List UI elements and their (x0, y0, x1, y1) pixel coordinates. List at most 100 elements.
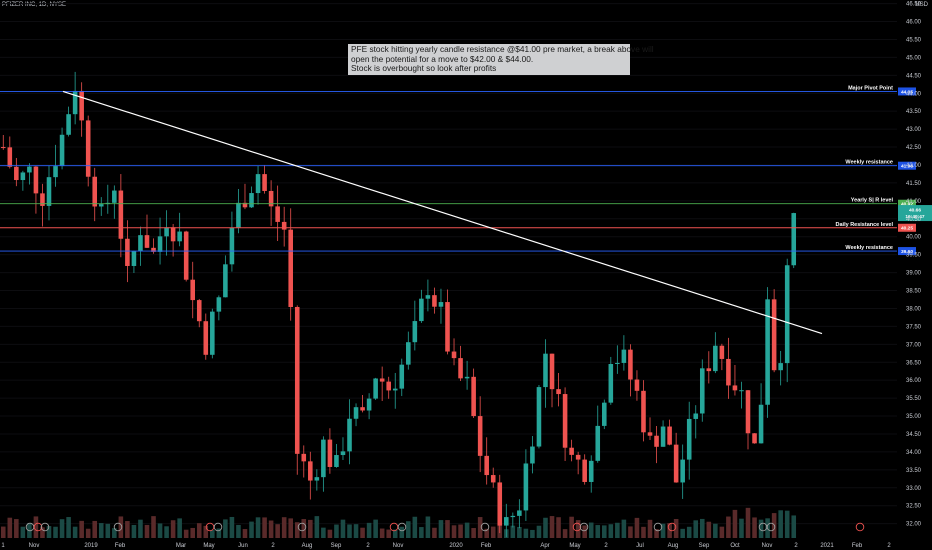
volume-bar (517, 526, 522, 538)
candle-body (628, 349, 633, 380)
volume-bar (406, 521, 411, 538)
x-tick-label: Nov (29, 543, 40, 549)
volume-bar (314, 516, 320, 538)
x-tick-label: Oct (730, 543, 740, 549)
x-tick-label: Nov (762, 543, 773, 549)
volume-bar (732, 509, 738, 538)
volume-bar (615, 522, 620, 538)
volume-bar (484, 528, 489, 538)
volume-bar (275, 524, 280, 538)
volume-bar (249, 521, 254, 538)
candle-body (190, 279, 196, 301)
dividend-marker-icon[interactable] (579, 522, 589, 532)
volume-bar (262, 517, 267, 538)
candle-body (530, 446, 535, 464)
dividend-marker-icon[interactable] (480, 522, 490, 532)
volume-bar (399, 526, 405, 538)
x-tick-label: Feb (852, 543, 863, 549)
candle-body (0, 147, 6, 149)
volume-bar (719, 526, 725, 538)
candle-body (33, 166, 39, 194)
candle-body (517, 510, 522, 516)
x-tick-label: 2 (794, 543, 798, 549)
earnings-marker-icon[interactable] (33, 522, 43, 532)
x-tick-label: 2 (271, 543, 275, 549)
candle-body (432, 295, 437, 307)
candle-body (216, 297, 222, 312)
volume-bar (660, 523, 666, 538)
level-badge-text: 44.05 (901, 89, 913, 95)
earnings-marker-icon[interactable] (855, 522, 865, 532)
volume-bar (347, 524, 352, 538)
chart-header: PFIZER INC, 1D, NYSE (2, 2, 67, 8)
y-tick-label: 45.50 (906, 37, 922, 43)
volume-bar (223, 519, 228, 538)
candle-body (340, 451, 346, 456)
volume-bar (699, 518, 705, 538)
candle-body (353, 407, 359, 419)
y-tick-label: 35.00 (906, 414, 922, 420)
dividend-marker-icon[interactable] (40, 522, 50, 532)
volume-bar (628, 526, 633, 538)
dividend-marker-icon[interactable] (213, 522, 223, 532)
candle-body (739, 390, 744, 392)
candle-body (360, 407, 365, 411)
earnings-marker-icon[interactable] (572, 522, 582, 532)
volume-bar (621, 519, 627, 538)
candle-body (510, 515, 516, 518)
candle-body (379, 378, 385, 382)
volume-bar (190, 527, 196, 538)
current-price-text: 40.66 (909, 208, 921, 214)
y-tick-label: 32.00 (906, 522, 922, 528)
volume-bar (419, 527, 424, 538)
candle-body (784, 265, 790, 364)
level-label: Major Pivot Point (848, 85, 893, 91)
volume-bar (392, 529, 398, 538)
candle-body (301, 453, 307, 462)
candle-body (680, 459, 685, 483)
volume-bar (353, 524, 359, 538)
level-badge-text: 40.25 (901, 226, 913, 232)
earnings-marker-icon[interactable] (667, 522, 677, 532)
y-tick-label: 44.00 (906, 91, 922, 97)
y-tick-label: 42.50 (906, 145, 922, 151)
dividend-marker-icon[interactable] (297, 522, 307, 532)
dividend-marker-icon[interactable] (113, 522, 123, 532)
candle-body (791, 213, 797, 266)
y-tick-label: 38.00 (906, 306, 922, 312)
trendline[interactable] (62, 90, 823, 335)
y-tick-label: 37.50 (906, 324, 922, 330)
volume-bar (7, 517, 13, 538)
candle-body (144, 235, 150, 248)
annotation-line-3: Stock is overbought so look after profit… (351, 63, 497, 74)
y-tick-label: 42.00 (906, 163, 922, 169)
candle-body (634, 379, 640, 391)
candle-body (425, 295, 431, 299)
candle-body (745, 390, 751, 434)
level-badge (898, 223, 916, 232)
candle-body (621, 349, 627, 363)
candle-body (92, 176, 98, 207)
annotation-note[interactable]: PFE stock hitting yearly candle resistan… (348, 44, 654, 75)
volume-bar (458, 524, 463, 538)
annotation-line-2: open the potential for a move to $42.00 … (351, 53, 534, 64)
candle-body (484, 455, 489, 476)
candle-body (412, 321, 418, 343)
volume-bar (647, 519, 653, 538)
volume-bar (170, 520, 176, 538)
candle-body (229, 227, 235, 265)
volume-bar (72, 526, 78, 538)
volume-bar (366, 522, 372, 538)
dividend-marker-icon[interactable] (653, 522, 663, 532)
dividend-marker-icon[interactable] (397, 522, 407, 532)
candle-body (765, 299, 770, 405)
candle-body (20, 172, 26, 181)
candle-body (249, 193, 254, 208)
y-tick-label: 46.00 (906, 20, 922, 26)
dividend-marker-icon[interactable] (766, 522, 776, 532)
x-tick-label: Sep (699, 543, 710, 549)
volume-bar (14, 519, 19, 538)
volume-bar (373, 519, 378, 538)
volume-bar (569, 516, 574, 538)
